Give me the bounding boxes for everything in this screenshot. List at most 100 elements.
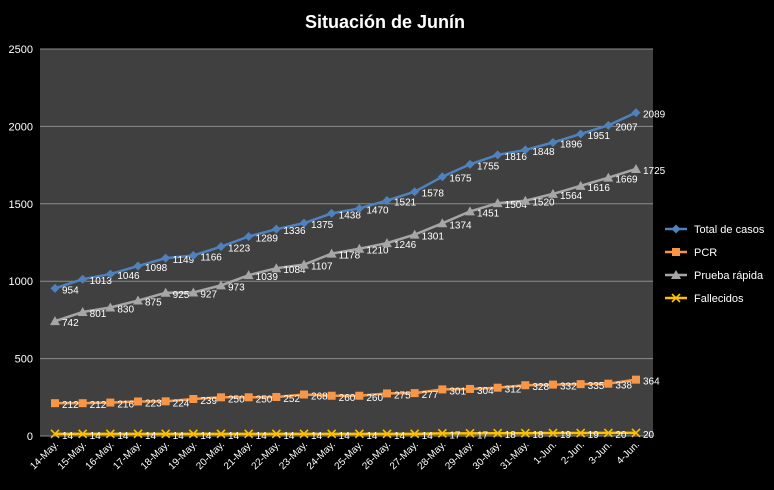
data-label: 332 [560, 382, 577, 393]
data-point [410, 429, 420, 439]
legend-marker [671, 293, 681, 303]
data-label: 1725 [643, 166, 666, 177]
data-label: 1107 [311, 262, 333, 273]
data-label: 1301 [422, 232, 445, 243]
data-point [133, 429, 143, 439]
data-point [188, 429, 198, 439]
data-point [299, 259, 309, 269]
data-label: 239 [200, 396, 217, 407]
data-label: 1470 [366, 205, 389, 216]
data-label: 301 [449, 386, 466, 397]
data-label: 17 [477, 430, 489, 441]
data-point [520, 195, 531, 205]
data-point [78, 399, 87, 408]
data-label: 1178 [339, 251, 361, 262]
data-point [78, 274, 88, 284]
data-label: 216 [117, 400, 134, 411]
data-label: 1438 [339, 210, 362, 221]
data-label: 277 [422, 390, 439, 401]
data-point [549, 380, 557, 389]
data-label: 14 [256, 431, 268, 442]
data-point [105, 429, 115, 439]
data-label: 1223 [228, 244, 251, 255]
data-label: 875 [145, 298, 162, 309]
series-line [54, 167, 637, 323]
data-label: 335 [588, 381, 605, 392]
data-label: 14 [117, 431, 129, 442]
data-point [216, 242, 226, 252]
data-point [465, 159, 475, 169]
legend-label: Prueba rápida [694, 270, 764, 282]
data-label: 260 [366, 393, 383, 404]
data-label: 268 [311, 392, 328, 403]
data-label: 14 [228, 431, 240, 442]
data-point [409, 229, 420, 239]
data-label: 801 [90, 309, 107, 320]
data-point [161, 397, 170, 406]
data-point [271, 224, 281, 234]
data-label: 1755 [477, 161, 500, 172]
data-point [161, 253, 171, 263]
data-point [631, 108, 641, 118]
data-point [216, 429, 226, 439]
data-point [438, 385, 447, 394]
data-point [576, 129, 586, 139]
data-point [548, 428, 558, 438]
data-point [134, 397, 142, 406]
data-label: 14 [62, 431, 74, 442]
data-label: 1375 [311, 220, 334, 231]
data-label: 742 [62, 318, 79, 329]
data-label: 312 [505, 385, 522, 396]
data-point [50, 283, 60, 293]
data-label: 1669 [615, 175, 638, 186]
data-point [437, 428, 447, 438]
data-label: 364 [643, 377, 660, 388]
data-point [299, 218, 309, 228]
data-point [493, 428, 503, 438]
data-point [50, 429, 60, 439]
data-label: 1521 [394, 198, 417, 209]
data-label: 14 [394, 431, 406, 442]
y-tick-label: 2500 [9, 44, 33, 56]
data-label: 1246 [394, 240, 417, 251]
data-point [548, 137, 558, 147]
series-total-de-casos: 954 1013 1046 1098 1149 1166 1223 1289 1336 1375 1… [50, 108, 666, 296]
data-label: 14 [311, 431, 323, 442]
data-point [437, 218, 448, 228]
series-line [55, 431, 636, 436]
y-tick-label: 1500 [9, 199, 33, 211]
legend-marker [671, 270, 681, 279]
legend-label: Fallecidos [694, 293, 744, 305]
data-label: 250 [228, 394, 245, 405]
data-point [604, 379, 613, 388]
data-point [603, 120, 613, 130]
data-point [327, 208, 337, 218]
data-point [383, 389, 391, 398]
y-tick-label: 1000 [9, 276, 33, 288]
data-point [244, 393, 253, 402]
data-point [465, 206, 475, 216]
data-point [576, 380, 585, 389]
data-label: 20 [643, 430, 655, 441]
data-label: 14 [422, 431, 434, 442]
y-axis-ticks: 0 500 1000 1500 2000 2500 [9, 44, 33, 443]
data-point [492, 198, 503, 208]
data-point [603, 172, 614, 182]
legend-label: Total de casos [694, 224, 765, 236]
data-label: 328 [532, 382, 549, 393]
data-point [216, 280, 226, 290]
data-point [575, 180, 586, 190]
legend-marker [672, 248, 680, 256]
data-point [465, 428, 475, 438]
data-point [631, 163, 641, 173]
data-point [466, 384, 474, 393]
data-label: 14 [366, 431, 378, 442]
data-label: 1504 [505, 200, 528, 211]
data-point [354, 429, 364, 439]
data-label: 14 [90, 431, 102, 442]
legend-item: Total de casos [665, 224, 765, 236]
data-label: 338 [615, 381, 632, 392]
data-label: 19 [560, 430, 572, 441]
data-label: 17 [449, 430, 461, 441]
data-point [354, 203, 364, 213]
